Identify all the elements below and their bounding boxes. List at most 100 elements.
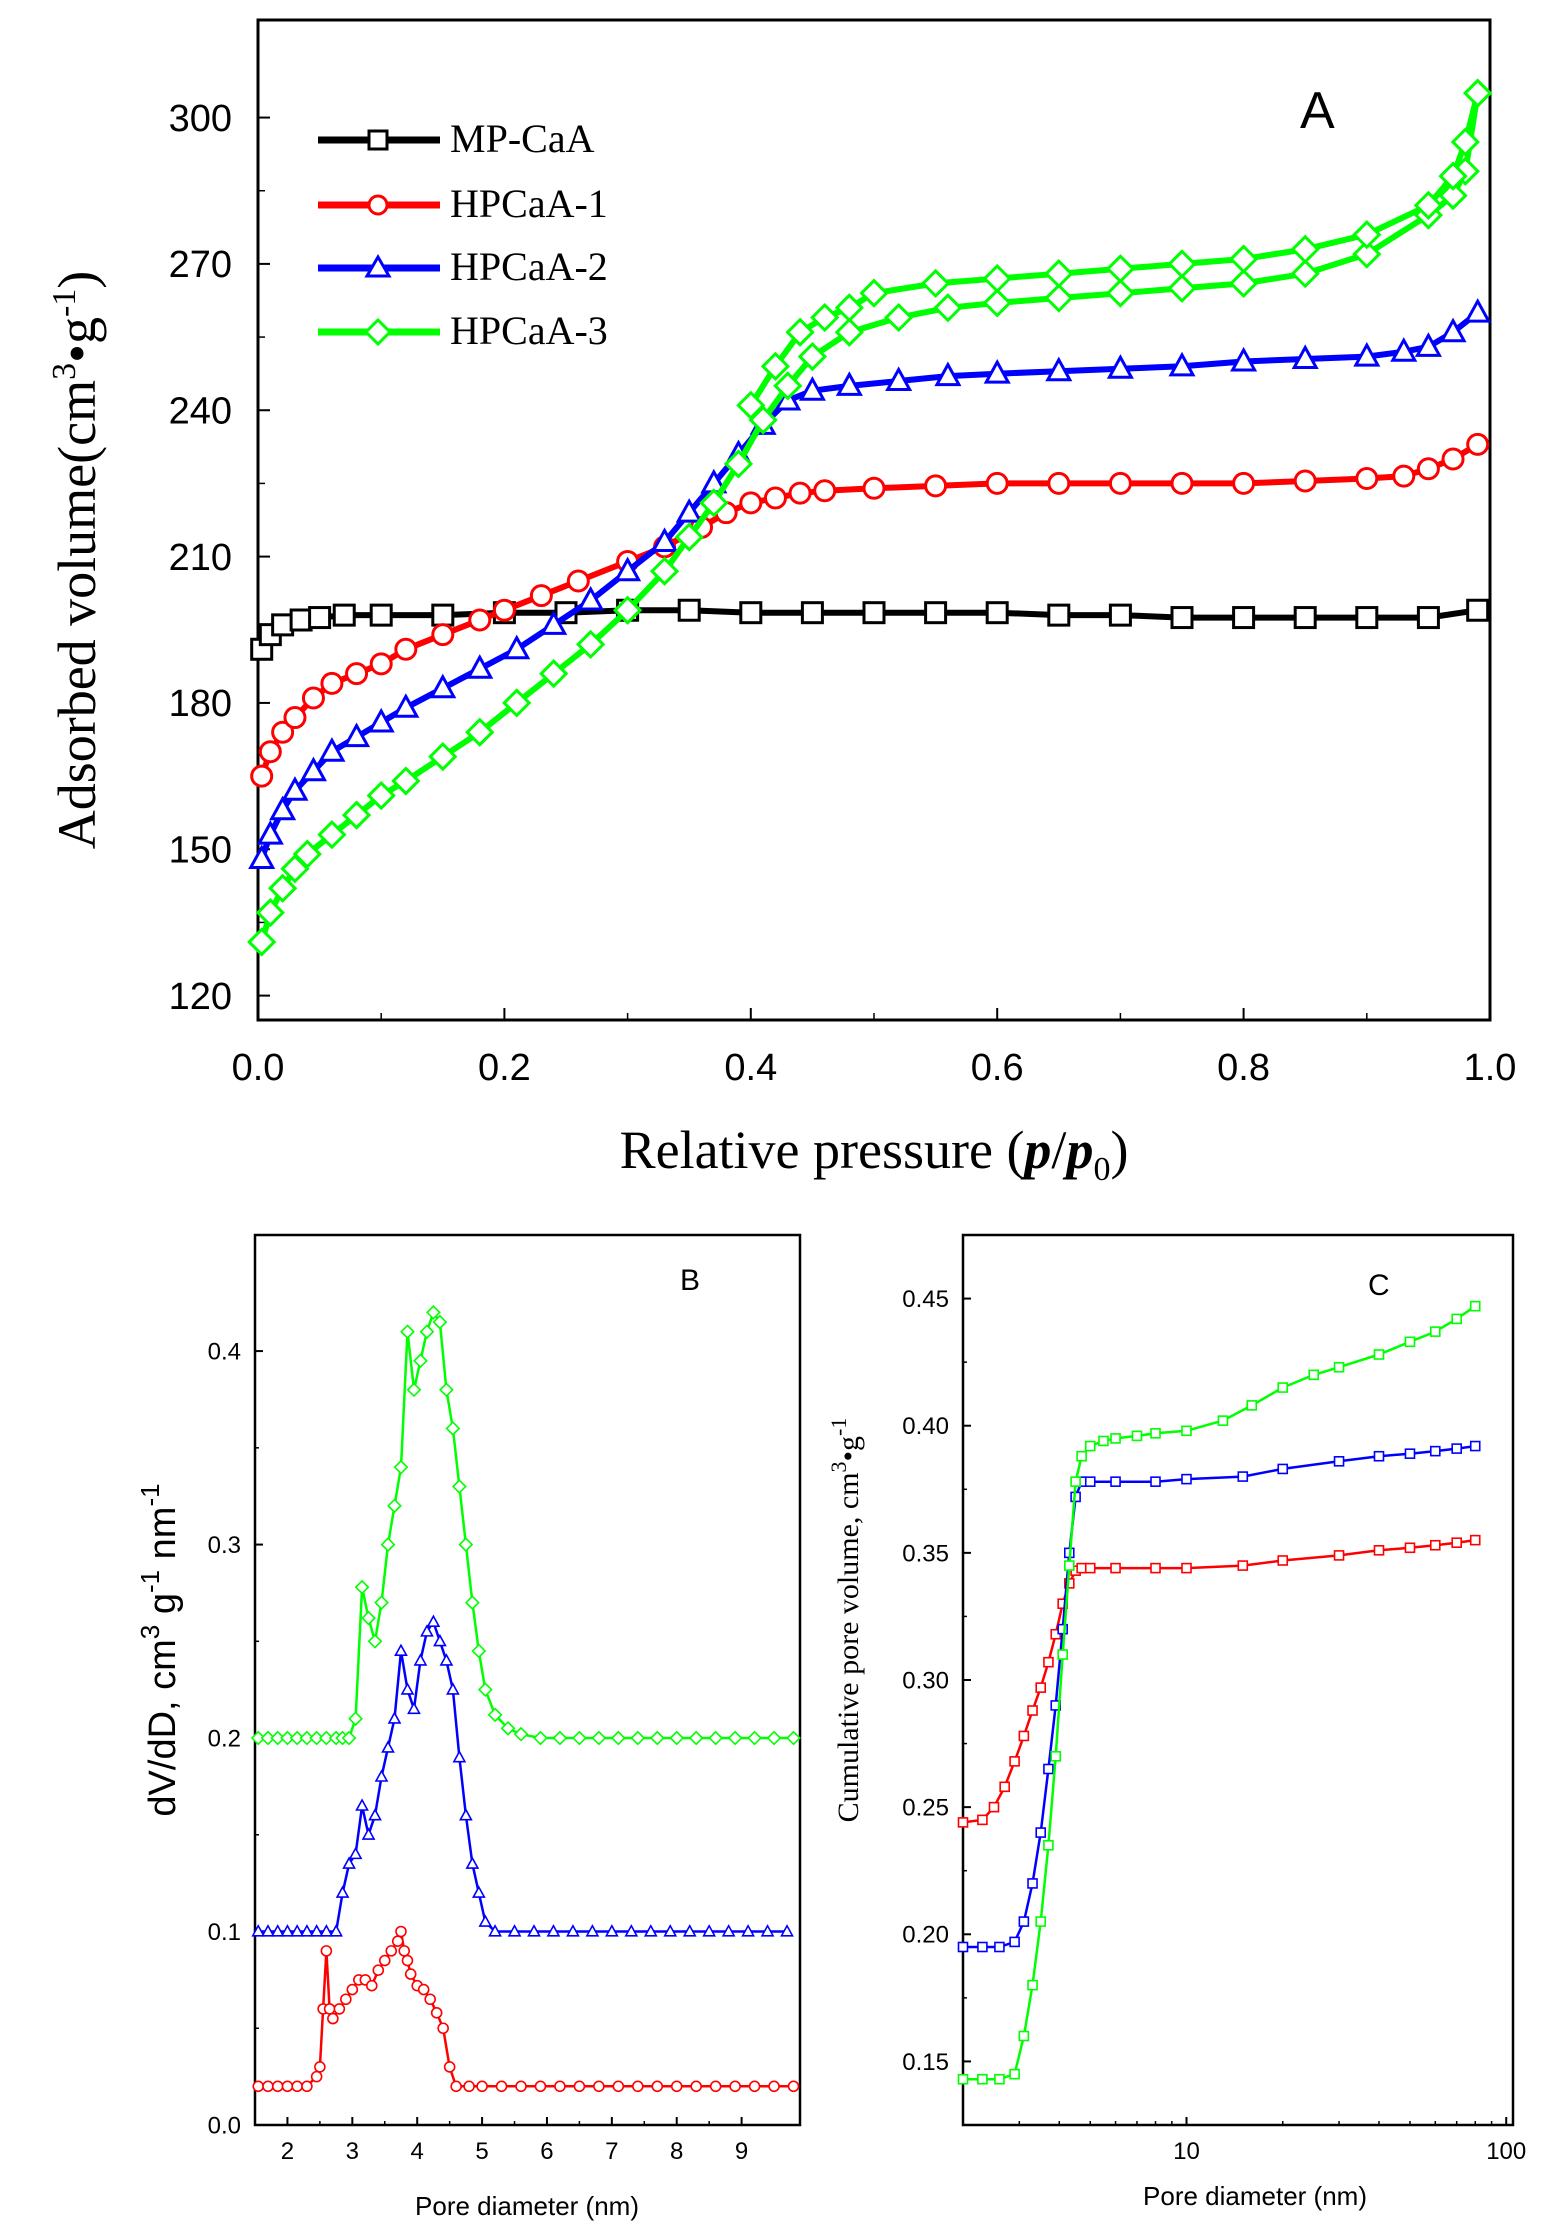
data-point [292,839,322,869]
data-point [400,1682,415,1695]
data-point [566,1924,580,1937]
data-point [924,474,948,498]
data-point [572,1730,587,1746]
data-point [982,263,1012,294]
series-line [963,1444,1476,1949]
data-point [1170,606,1194,630]
data-point [573,2080,586,2093]
data-point [1105,278,1136,308]
data-point [1333,1550,1345,1561]
x-tick-label: 8 [670,2138,683,2165]
data-point [739,601,763,625]
data-point [374,1595,389,1610]
data-point [1045,356,1073,382]
data-point [1414,332,1442,357]
data-point [651,2080,664,2093]
data-point [419,1324,435,1340]
data-point [1404,1448,1416,1459]
series [736,78,1493,420]
data-point [451,1479,467,1494]
data-point [760,1924,775,1937]
data-point [593,2080,605,2093]
data-point [933,293,963,323]
data-point [786,1730,801,1746]
y-tick-label: 0.25 [902,1795,949,1822]
data-point [1150,1476,1161,1487]
data-point [773,371,803,401]
data-point [834,317,864,347]
panel-b-series [250,1305,801,2093]
y-tick-label: 0.20 [902,1922,949,1949]
data-point [488,1924,502,1937]
data-point [1084,1476,1096,1487]
data-point [1018,1730,1030,1742]
data-point [1308,1369,1320,1381]
data-point [251,1924,266,1937]
panel-b-frame [253,1233,802,2127]
data-point [513,1726,529,1742]
data-point [1466,432,1490,456]
data-point [982,288,1012,318]
data-point [1181,1562,1192,1574]
data-point [258,740,282,764]
data-point [1291,344,1319,370]
data-point [424,1993,436,2006]
data-point [859,278,889,308]
data-point [342,1856,356,1869]
data-point [566,569,590,593]
data-point [332,603,356,627]
data-point [1047,603,1071,627]
data-point [476,2080,488,2093]
data-point [290,1924,305,1937]
series-line [258,1311,794,1740]
data-point [1150,1562,1161,1574]
data-point [1290,234,1320,264]
data-point [465,1856,480,1869]
data-point [741,1924,755,1937]
data-point [477,1682,493,1698]
data-point [1438,161,1468,191]
data-point [1451,1443,1462,1454]
y-tick-label: 0.45 [902,1286,949,1313]
data-point [492,598,516,622]
data-point [1416,457,1440,481]
data-point [464,1595,480,1610]
x-tick-label: 1.0 [1464,1047,1517,1089]
data-point [329,1924,343,1937]
data-point [747,1730,762,1746]
x-tick-label: 7 [605,2138,618,2165]
data-point [810,302,840,333]
data-point [404,1968,417,1980]
data-point [320,671,344,695]
panel-c: 0.15 0.20 0.25 0.30 0.35 0.40 0.45 10 100 C Por… [826,1233,1526,2211]
data-point [345,662,369,686]
legend-item-hpcaa-3: HPCaA-3 [318,308,608,353]
data-point [677,598,701,622]
data-point [280,1924,295,1937]
data-point [443,2061,456,2073]
legend-item-hpcaa-1: HPCaA-1 [318,181,608,226]
x-tick-label: 0.4 [724,1047,777,1089]
panel-c-label: C [1368,1269,1390,1302]
series [247,78,1493,957]
data-point [327,2012,339,2025]
data-point [1050,1750,1062,1762]
data-point [291,2080,303,2093]
data-point [503,634,531,660]
y-tick-label: 150 [169,830,232,872]
data-point [1217,1415,1229,1426]
data-point [387,1711,402,1724]
data-point [798,376,826,401]
data-point [1469,1440,1481,1452]
data-point [1168,351,1196,377]
series [250,432,1490,788]
data-point [1246,1400,1258,1411]
data-point [439,1382,454,1398]
data-point [398,1945,411,1957]
data-point [387,1498,402,1514]
data-point [1105,254,1136,284]
data-point [1108,471,1132,495]
data-point [252,2080,265,2093]
data-point [785,317,815,347]
data-point [723,449,754,479]
